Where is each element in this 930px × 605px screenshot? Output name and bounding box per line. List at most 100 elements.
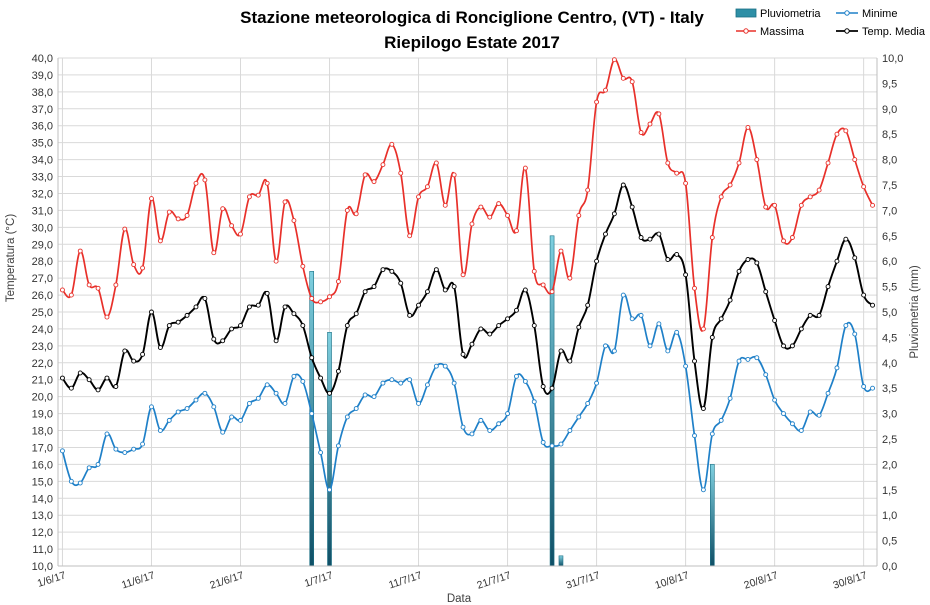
point-massima — [469, 221, 475, 227]
legend-marker-media — [844, 28, 850, 34]
point-massima — [594, 99, 600, 105]
y-tick-label: 29,0 — [32, 239, 53, 251]
point-massima — [763, 204, 769, 210]
point-minime — [220, 429, 226, 435]
point-massima — [193, 180, 199, 186]
point-minime — [95, 461, 101, 467]
point-minime — [193, 397, 199, 403]
y2-tick-label: 2,5 — [882, 434, 897, 446]
point-minime — [282, 400, 288, 406]
point-massima — [264, 180, 270, 186]
point-massima — [407, 233, 413, 239]
y-tick-label: 39,0 — [32, 70, 53, 82]
y2-tick-label: 2,0 — [882, 459, 897, 471]
point-massima — [709, 235, 715, 240]
point-minime — [781, 411, 786, 417]
point-massima — [309, 296, 315, 301]
point-minime — [674, 329, 680, 335]
point-minime — [656, 321, 662, 327]
y-tick-label: 16,0 — [32, 459, 53, 471]
point-temp-media — [291, 311, 297, 317]
y2-tick-label: 0,5 — [882, 536, 897, 548]
point-minime — [585, 400, 591, 406]
point-minime — [496, 421, 502, 427]
point-massima — [140, 265, 146, 271]
point-temp-media — [220, 338, 226, 344]
point-temp-media — [816, 312, 822, 318]
point-minime — [620, 292, 626, 298]
point-massima — [273, 258, 279, 264]
point-minime — [665, 348, 671, 354]
y-tick-label: 19,0 — [32, 409, 53, 421]
point-minime — [772, 397, 778, 403]
point-temp-media — [487, 331, 493, 337]
point-minime — [202, 390, 208, 396]
point-massima — [318, 299, 324, 305]
point-minime — [789, 421, 795, 427]
point-temp-media — [131, 358, 137, 364]
point-minime — [442, 363, 448, 369]
point-temp-media — [674, 251, 680, 257]
rain-bars — [309, 235, 715, 567]
point-temp-media — [549, 385, 555, 391]
point-temp-media — [522, 287, 528, 293]
x-tick-label: 21/6/17 — [208, 569, 245, 591]
y-axis-label: Temperatura (°C) — [5, 214, 17, 302]
point-minime — [870, 385, 875, 391]
point-massima — [656, 111, 662, 117]
x-tick-label: 10/8/17 — [653, 569, 690, 591]
y-tick-label: 14,0 — [32, 493, 53, 505]
y-tick-label: 11,0 — [32, 544, 53, 556]
point-minime — [104, 431, 110, 437]
y-tick-label: 36,0 — [32, 121, 53, 133]
point-temp-media — [611, 211, 617, 217]
y2-tick-label: 1,0 — [882, 510, 897, 522]
point-temp-media — [416, 302, 421, 308]
point-temp-media — [371, 284, 377, 290]
point-massima — [202, 177, 208, 183]
point-temp-media — [166, 323, 172, 328]
point-massima — [870, 202, 875, 208]
point-massima — [442, 202, 448, 208]
point-massima — [683, 180, 689, 186]
point-temp-media — [585, 302, 591, 308]
point-minime — [273, 390, 279, 396]
point-massima — [736, 160, 742, 166]
y-tick-label: 37,0 — [32, 104, 53, 116]
point-temp-media — [184, 312, 190, 318]
y2-tick-label: 7,5 — [882, 180, 897, 192]
legend-marker-massima — [743, 28, 749, 34]
line-temp-media — [61, 184, 874, 410]
point-temp-media — [861, 292, 867, 298]
point-massima — [451, 172, 457, 178]
point-massima — [861, 184, 867, 190]
point-massima — [113, 282, 119, 288]
point-massima — [487, 214, 493, 220]
y-tick-label: 22,0 — [32, 358, 53, 370]
point-temp-media — [353, 311, 359, 317]
point-minime — [576, 414, 582, 420]
rain-bar — [558, 555, 564, 567]
y-tick-label: 31,0 — [32, 205, 53, 217]
point-temp-media — [246, 304, 252, 310]
x-tick-label: 31/7/17 — [564, 569, 601, 591]
point-temp-media — [496, 323, 502, 328]
point-minime — [647, 343, 653, 349]
line-minime — [61, 293, 873, 491]
point-temp-media — [175, 319, 181, 325]
point-massima — [843, 128, 849, 134]
point-massima — [585, 187, 591, 193]
point-minime — [567, 428, 573, 433]
point-massima — [353, 211, 359, 217]
point-minime — [309, 411, 315, 417]
point-minime — [611, 348, 617, 354]
point-temp-media — [300, 323, 306, 328]
point-minime — [763, 372, 769, 378]
point-massima — [611, 57, 617, 63]
point-massima — [700, 326, 706, 332]
point-minime — [398, 380, 404, 386]
point-massima — [816, 187, 822, 193]
y2-tick-label: 0,0 — [882, 561, 897, 573]
legend-label-pluviometria: Pluviometria — [760, 8, 821, 20]
point-massima — [629, 79, 635, 85]
